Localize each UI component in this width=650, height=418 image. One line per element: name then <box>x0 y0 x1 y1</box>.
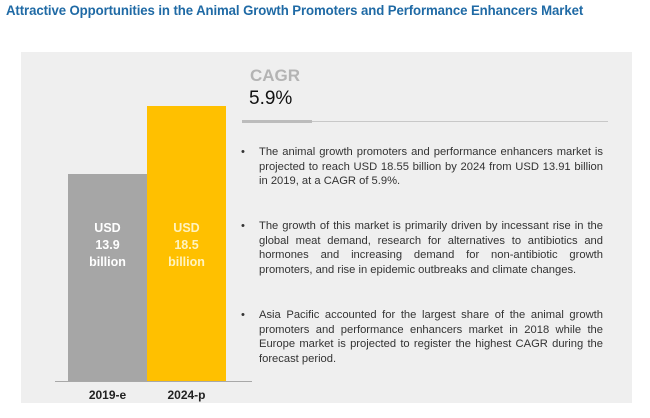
bar-2019-label-currency: USD <box>94 221 121 235</box>
bar-2019-data-label: USD 13.9 billion <box>68 220 147 271</box>
cagr-underline-accent <box>242 120 312 123</box>
bar-2024: USD 18.5 billion <box>147 106 226 381</box>
x-tick-label-2019: 2019-e <box>88 388 127 402</box>
x-tick-label-2024: 2024-p <box>167 388 206 402</box>
insight-text: Asia Pacific accounted for the largest s… <box>259 309 603 365</box>
cagr-label: CAGR <box>250 66 301 85</box>
insight-text: The growth of this market is primarily d… <box>259 220 603 276</box>
insight-bullet: • The animal growth promoters and perfor… <box>241 145 603 189</box>
bullet-icon: • <box>241 220 245 232</box>
cagr-value: 5.9% <box>249 88 293 109</box>
bar-2019: USD 13.9 billion <box>68 174 147 381</box>
bar-2024-label-unit: billion <box>168 255 205 269</box>
x-axis-baseline <box>55 381 252 382</box>
bullet-icon: • <box>241 146 245 158</box>
page-title: Attractive Opportunities in the Animal G… <box>6 3 584 19</box>
insight-bullet: • Asia Pacific accounted for the largest… <box>241 308 603 366</box>
bar-2024-label-value: 18.5 <box>174 238 199 252</box>
bar-2019-label-unit: billion <box>89 255 126 269</box>
insight-bullet: • The growth of this market is primarily… <box>241 219 603 277</box>
insight-text: The animal growth promoters and performa… <box>259 146 603 188</box>
bullet-icon: • <box>241 309 245 321</box>
bar-2024-label-currency: USD <box>173 221 200 235</box>
cagr-underline <box>312 121 608 122</box>
bar-2024-data-label: USD 18.5 billion <box>147 220 226 271</box>
bar-2019-label-value: 13.9 <box>95 238 120 252</box>
